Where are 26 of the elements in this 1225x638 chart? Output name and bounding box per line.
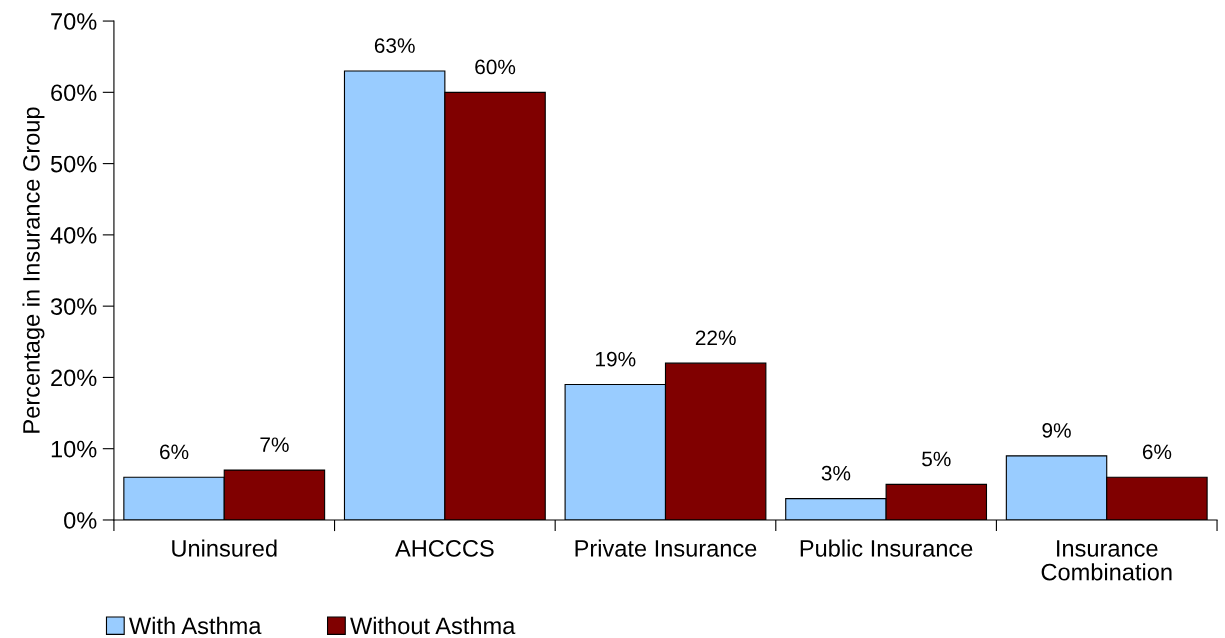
y-axis-title: Percentage in Insurance Group — [22, 107, 45, 433]
data-label: 5% — [922, 451, 951, 467]
x-tick-label: AHCCCS — [395, 540, 494, 557]
data-label: 9% — [1042, 423, 1071, 438]
data-label: 60% — [475, 59, 516, 75]
legend-label: With Asthma — [129, 616, 262, 635]
y-tick-label: 30% — [50, 298, 97, 315]
data-label: 22% — [695, 330, 736, 346]
data-label: 6% — [1142, 444, 1172, 460]
y-tick-label: 10% — [51, 440, 97, 458]
data-label: 63% — [374, 38, 415, 53]
x-tick-label: Private Insurance — [575, 539, 757, 557]
x-tick-label: Uninsured — [172, 539, 277, 557]
x-tick-label: Public Insurance — [800, 539, 973, 557]
y-tick-label: 50% — [50, 155, 97, 173]
y-tick-label: 70% — [51, 13, 97, 30]
y-tick-label: 40% — [50, 226, 97, 244]
y-tick-label: 60% — [51, 84, 97, 102]
data-label: 19% — [596, 351, 636, 367]
data-label: 3% — [821, 465, 851, 481]
legend-label: Without Asthma — [350, 616, 516, 635]
y-tick-label: 0% — [64, 512, 97, 529]
y-tick-label: 20% — [51, 369, 97, 387]
data-label: 7% — [260, 437, 289, 452]
x-tick-label: Insurance Combination — [1041, 540, 1172, 581]
data-label: 6% — [160, 444, 189, 460]
